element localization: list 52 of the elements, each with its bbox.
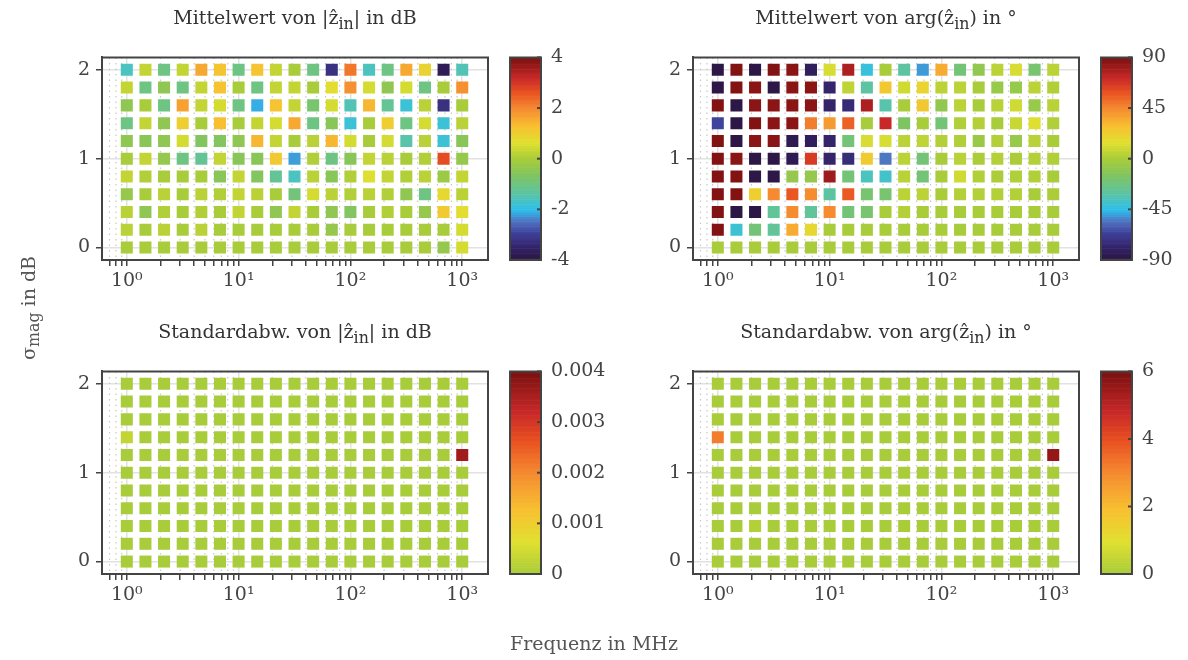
- y-tick-label: 2: [77, 56, 90, 79]
- x-tick-label: 10²: [925, 582, 958, 605]
- color-bar-label: -90: [1142, 246, 1173, 269]
- x-tick-label: 10²: [925, 268, 958, 291]
- x-tick-label: 10³: [446, 582, 479, 605]
- chart-title: Standardabw. von |ẑ$_{in}$| in dB: [158, 320, 432, 347]
- color-bar-label: 0.004: [551, 358, 606, 381]
- x-tick-label: 10⁰: [110, 582, 144, 605]
- x-tick-label: 10³: [1037, 582, 1070, 605]
- x-tick-label: 10³: [1037, 268, 1070, 291]
- color-bar-label: 90: [1142, 44, 1167, 67]
- y-tick-label: 2: [77, 370, 90, 393]
- color-bar-label: 0: [551, 560, 564, 583]
- color-bar-label: 2: [1142, 493, 1155, 516]
- color-bar-label: 0.001: [551, 510, 606, 533]
- x-tick-label: 10²: [334, 268, 367, 291]
- chart-title: Standardabw. von arg(ẑ$_{in}$) in °: [740, 320, 1032, 347]
- color-bar-label: 6: [1142, 358, 1155, 381]
- color-bar-label: 45: [1142, 94, 1167, 117]
- y-tick-label: 1: [668, 145, 681, 168]
- color-bar-label: 4: [1142, 425, 1155, 448]
- y-tick-label: 0: [77, 234, 90, 257]
- y-tick-label: 0: [668, 548, 681, 571]
- color-bar-label: 2: [551, 94, 564, 117]
- color-bar-label: -4: [551, 246, 570, 269]
- color-bar-label: 0: [1142, 560, 1155, 583]
- color-bar-label: 4: [551, 44, 564, 67]
- x-tick-label: 10⁰: [701, 268, 735, 291]
- y-tick-label: 2: [668, 56, 681, 79]
- color-bar-label: 0.003: [551, 408, 606, 431]
- y-tick-label: 1: [668, 459, 681, 482]
- y-tick-label: 0: [668, 234, 681, 257]
- x-axis-title: Frequenz in MHz: [510, 632, 678, 654]
- x-tick-label: 10⁰: [110, 268, 144, 291]
- x-tick-label: 10¹: [813, 268, 846, 291]
- y-tick-label: 0: [77, 548, 90, 571]
- x-tick-label: 10⁰: [701, 582, 735, 605]
- x-tick-label: 10³: [446, 268, 479, 291]
- x-tick-label: 10²: [334, 582, 367, 605]
- chart-title: Mittelwert von |ẑ$_{in}$| in dB: [173, 6, 417, 33]
- color-bar-label: 0: [551, 145, 564, 168]
- y-tick-label: 2: [668, 370, 681, 393]
- color-bar-label: 0.002: [551, 459, 606, 482]
- x-tick-label: 10¹: [813, 582, 846, 605]
- color-bar-label: 0: [1142, 145, 1155, 168]
- x-tick-label: 10¹: [222, 268, 255, 291]
- color-bar-label: -2: [551, 196, 570, 219]
- y-tick-label: 1: [77, 145, 90, 168]
- color-bar-label: -45: [1142, 196, 1173, 219]
- x-tick-label: 10¹: [222, 582, 255, 605]
- chart-title: Mittelwert von arg(ẑ$_{in}$) in °: [755, 6, 1017, 33]
- y-tick-label: 1: [77, 459, 90, 482]
